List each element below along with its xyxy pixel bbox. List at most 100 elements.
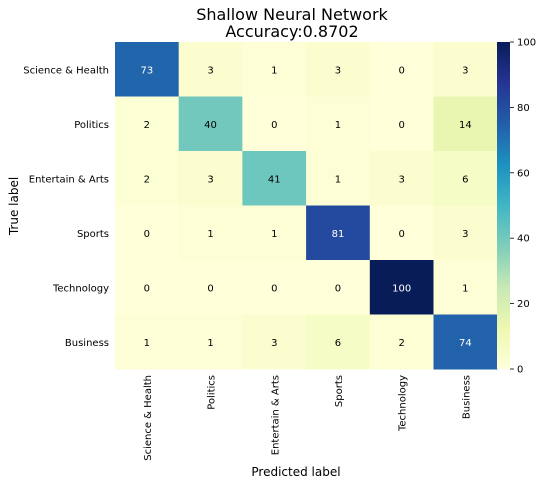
cell-value-label: 6 bbox=[462, 174, 468, 185]
heatmap-cell bbox=[433, 42, 498, 97]
cell-value-label: 0 bbox=[398, 120, 404, 131]
heatmap-cell bbox=[369, 42, 434, 97]
colorbar-tick-label: 100 bbox=[517, 38, 536, 49]
x-tick-labels: Science & Health Politics Entertain & Arts… bbox=[143, 375, 473, 461]
colorbar bbox=[497, 42, 510, 369]
cell-value-label: 0 bbox=[398, 65, 404, 76]
cell-value-label: 0 bbox=[207, 283, 213, 294]
heatmap-cell bbox=[369, 205, 434, 261]
cell-value-label: 40 bbox=[204, 120, 217, 131]
cell-value-label: 1 bbox=[207, 229, 213, 240]
x-tick-label: Sports bbox=[334, 375, 345, 407]
cell-value-label: 3 bbox=[207, 174, 213, 185]
cell-value-label: 3 bbox=[462, 229, 468, 240]
y-tick-labels: Science & Health Politics Entertain & Arts… bbox=[23, 65, 109, 349]
cell-value-label: 1 bbox=[271, 65, 277, 76]
heatmap-cell bbox=[242, 96, 307, 152]
heatmap-cell bbox=[115, 260, 180, 315]
heatmap-cell bbox=[178, 42, 243, 97]
cell-value-label: 1 bbox=[335, 174, 341, 185]
heatmap-cell bbox=[115, 314, 180, 370]
heatmap-cell bbox=[306, 260, 371, 315]
x-tick-label: Science & Health bbox=[143, 375, 154, 461]
heatmap-cell bbox=[369, 260, 434, 315]
cell-value-label: 3 bbox=[462, 65, 468, 76]
heatmap-cell bbox=[178, 96, 243, 152]
heatmap-cell bbox=[306, 42, 371, 97]
y-tick-label: Technology bbox=[52, 283, 109, 294]
cell-value-label: 6 bbox=[335, 338, 341, 349]
cell-value-label: 1 bbox=[271, 229, 277, 240]
cell-value-label: 0 bbox=[271, 120, 277, 131]
y-tick-label: Science & Health bbox=[23, 65, 109, 76]
cell-value-label: 2 bbox=[144, 120, 150, 131]
heatmap-cell bbox=[242, 314, 307, 370]
cell-value-label: 100 bbox=[392, 283, 411, 294]
colorbar-tick-label: 80 bbox=[517, 103, 530, 114]
chart-title-line1: Shallow Neural Network bbox=[196, 5, 388, 24]
heatmap-cell bbox=[306, 151, 371, 206]
cell-value-label: 3 bbox=[398, 174, 404, 185]
cell-value-label: 1 bbox=[335, 120, 341, 131]
cell-value-label: 0 bbox=[335, 283, 341, 294]
heatmap-cell bbox=[306, 96, 371, 152]
y-tick-label: Sports bbox=[77, 229, 109, 240]
cell-value-label: 81 bbox=[332, 229, 345, 240]
heatmap-cell bbox=[115, 96, 180, 152]
y-tick-label: Entertain & Arts bbox=[29, 174, 109, 185]
y-tick-label: Politics bbox=[74, 120, 109, 131]
heatmap-cell bbox=[178, 314, 243, 370]
x-tick-label: Entertain & Arts bbox=[270, 375, 281, 455]
cell-value-label: 1 bbox=[462, 283, 468, 294]
colorbar-tick-label: 20 bbox=[517, 299, 530, 310]
cell-value-label: 3 bbox=[335, 65, 341, 76]
x-tick-label: Business bbox=[461, 375, 472, 419]
cell-value-label: 73 bbox=[140, 65, 153, 76]
cell-value-label: 1 bbox=[144, 338, 150, 349]
heatmap-cell bbox=[242, 205, 307, 261]
heatmap-cell bbox=[115, 205, 180, 261]
heatmap-cell bbox=[178, 151, 243, 206]
heatmap-cell bbox=[433, 205, 498, 261]
cell-value-label: 14 bbox=[459, 120, 472, 131]
heatmap-cell bbox=[178, 205, 243, 261]
cell-value-label: 3 bbox=[207, 65, 213, 76]
heatmap-cell bbox=[115, 42, 180, 97]
cell-value-label: 41 bbox=[268, 174, 281, 185]
colorbar-tick-label: 60 bbox=[517, 168, 530, 179]
heatmap-cell bbox=[178, 260, 243, 315]
heatmap-cell bbox=[242, 260, 307, 315]
heatmap-cell bbox=[242, 151, 307, 206]
heatmap-cell bbox=[306, 205, 371, 261]
heatmap-cell bbox=[369, 96, 434, 152]
heatmap-cell bbox=[242, 42, 307, 97]
heatmap-cells: 73 3 1 3 0 3 2 40 0 1 0 14 2 3 41 1 3 6 0 1 1 81 0 3 0 0 0 0 100 1 1 1 3… bbox=[115, 42, 498, 370]
heatmap-cell bbox=[433, 260, 498, 315]
y-tick-label: Business bbox=[65, 338, 109, 349]
y-axis-label: True label bbox=[7, 177, 21, 236]
x-tick-label: Politics bbox=[207, 375, 218, 410]
cell-value-label: 0 bbox=[144, 229, 150, 240]
x-tick-label: Technology bbox=[398, 375, 409, 432]
cell-value-label: 2 bbox=[398, 338, 404, 349]
heatmap-cell bbox=[369, 151, 434, 206]
heatmap-cell bbox=[306, 314, 371, 370]
cell-value-label: 74 bbox=[459, 338, 472, 349]
cell-value-label: 0 bbox=[271, 283, 277, 294]
heatmap-cell bbox=[369, 314, 434, 370]
cell-value-label: 1 bbox=[207, 338, 213, 349]
heatmap-cell bbox=[433, 151, 498, 206]
heatmap-cell bbox=[433, 314, 498, 370]
colorbar-tick-label: 40 bbox=[517, 234, 530, 245]
cell-value-label: 3 bbox=[271, 338, 277, 349]
cell-value-label: 2 bbox=[144, 174, 150, 185]
colorbar-ticks: 0 20 40 60 80 100 bbox=[510, 38, 536, 376]
chart-title-line2: Accuracy:0.8702 bbox=[225, 22, 358, 41]
cell-value-label: 0 bbox=[398, 229, 404, 240]
heatmap-cell bbox=[115, 151, 180, 206]
colorbar-tick-label: 0 bbox=[517, 365, 523, 376]
heatmap-cell bbox=[433, 96, 498, 152]
x-axis-label: Predicted label bbox=[251, 465, 340, 479]
cell-value-label: 0 bbox=[144, 283, 150, 294]
